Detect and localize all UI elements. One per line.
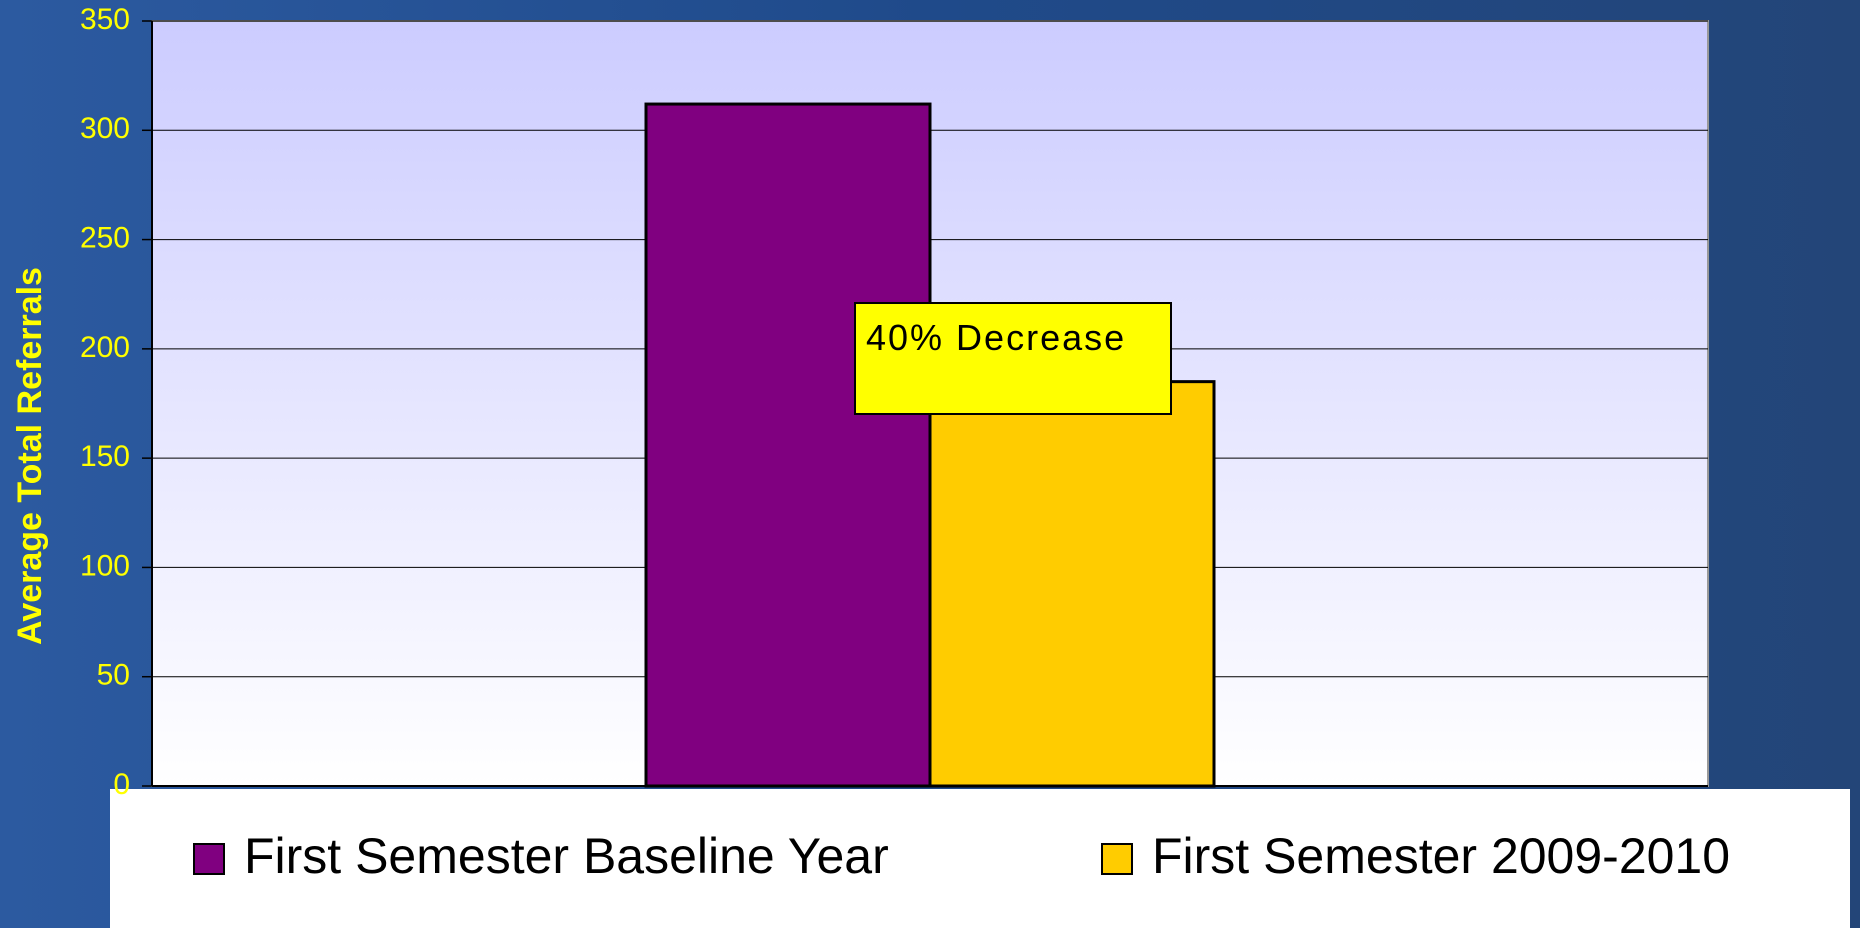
y-tick-label: 350 bbox=[80, 3, 130, 36]
legend-label: First Semester 2009-2010 bbox=[1152, 828, 1730, 884]
bar bbox=[644, 102, 932, 788]
bar bbox=[928, 380, 1216, 788]
legend bbox=[110, 789, 1850, 928]
y-tick-label: 200 bbox=[80, 331, 130, 364]
legend-marker bbox=[1101, 843, 1133, 875]
y-tick-label: 150 bbox=[80, 440, 130, 473]
y-tick-label: 250 bbox=[80, 221, 130, 254]
y-tick-label: 100 bbox=[80, 549, 130, 582]
legend-label: First Semester Baseline Year bbox=[244, 828, 889, 884]
y-tick-label: 300 bbox=[80, 112, 130, 145]
y-tick-label: 50 bbox=[97, 659, 130, 692]
y-tick-label: 0 bbox=[113, 768, 130, 801]
legend-marker bbox=[193, 843, 225, 875]
y-axis-label: Average Total Referrals bbox=[11, 267, 49, 645]
annotation: 40% Decrease bbox=[854, 302, 1172, 415]
